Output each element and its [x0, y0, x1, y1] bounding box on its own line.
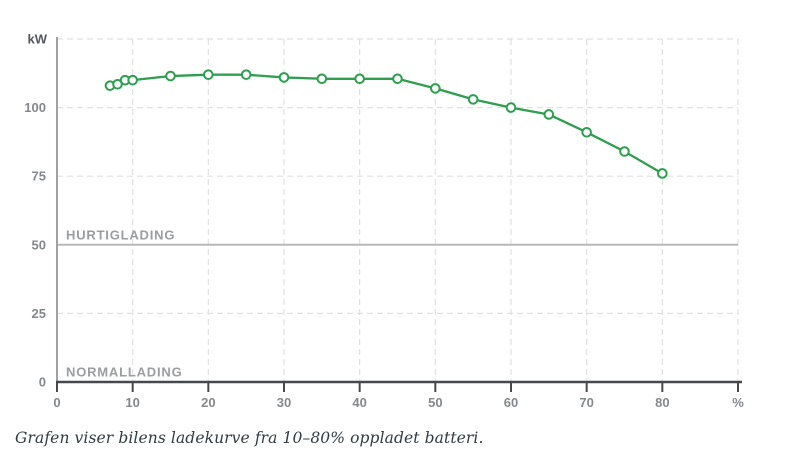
data-point-marker [619, 146, 630, 157]
data-point-marker [354, 73, 365, 85]
y-tick-label: 50 [32, 237, 46, 252]
y-tick-label: 0 [39, 375, 46, 390]
x-tick-label: 20 [201, 395, 215, 410]
data-point-marker [430, 83, 441, 94]
x-tick-label: 0 [53, 395, 60, 410]
chart-caption: Grafen viser bilens ladekurve fra 10–80%… [15, 429, 484, 447]
y-tick-label: 75 [32, 169, 46, 184]
y-unit-label: kW [28, 32, 48, 47]
x-tick-label: 50 [428, 395, 442, 410]
charging-curve-line [108, 73, 664, 175]
data-point-marker [203, 69, 214, 80]
data-point-marker [316, 73, 328, 85]
data-point-marker [543, 109, 555, 120]
data-point-marker [657, 168, 668, 179]
x-tick-label: 30 [277, 395, 291, 410]
x-tick-label: 60 [504, 395, 518, 410]
data-point-marker [165, 70, 176, 82]
data-point-marker [505, 102, 517, 113]
x-tick-label: 70 [579, 395, 593, 410]
data-point-marker [240, 69, 252, 80]
data-point-marker [581, 126, 592, 138]
hurtiglading-label: HURTIGLADING [66, 227, 175, 242]
y-tick-label: 25 [32, 306, 46, 321]
y-tick-label: 100 [24, 100, 46, 115]
data-point-marker [467, 94, 479, 105]
data-point-marker [278, 72, 290, 83]
x-tick-label: 10 [125, 395, 139, 410]
charging-curve-chart: 0 10 20 30 40 50 60 70 80 % 0 25 50 75 100 kW HURTIGLADI… [24, 32, 744, 411]
x-unit-label: % [732, 395, 744, 410]
data-point-marker [392, 73, 403, 85]
normallading-label: NORMALLADING [66, 365, 182, 380]
x-tick-label: 40 [352, 395, 366, 410]
data-point-marker [127, 74, 138, 86]
x-tick-label: 80 [655, 395, 669, 410]
